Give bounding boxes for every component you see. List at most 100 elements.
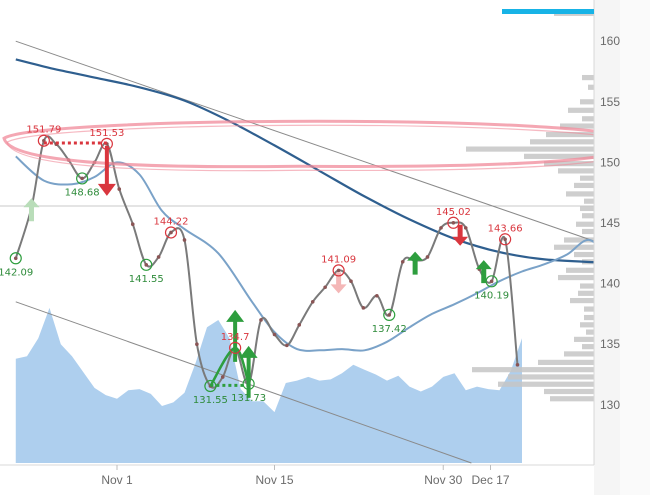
y-tick-label: 160 [600, 34, 620, 48]
volume-profile-bar [574, 336, 594, 342]
pivot-label: 131.55 [193, 395, 228, 406]
volume-profile-bar [582, 228, 594, 235]
volume-profile-bar [544, 388, 594, 395]
price-point [451, 220, 456, 225]
volume-profile-bar [508, 374, 594, 380]
buy-arrow [23, 198, 40, 222]
price-point [117, 187, 122, 191]
price-point [272, 332, 277, 337]
volume-profile-bar [570, 297, 594, 304]
volume-profile-bar [566, 191, 594, 197]
pivot-marker [242, 377, 255, 390]
pivot-label: 134.7 [221, 332, 250, 343]
volume-profile-layer [466, 10, 594, 402]
volume-profile-bar [582, 116, 594, 122]
price-point [425, 255, 430, 259]
pivot-marker [229, 341, 242, 354]
price-point [297, 323, 302, 327]
volume-profile-bar [578, 290, 594, 296]
volume-profile-bar [558, 168, 594, 174]
volume-profile-bar [538, 359, 594, 366]
sell-arrow [330, 272, 347, 294]
trendline [15, 40, 613, 248]
pivot-label: 137.42 [372, 324, 407, 335]
volume-profile-bar [564, 237, 594, 243]
pivot-marker [140, 258, 153, 271]
volume-profile-bar [558, 274, 594, 281]
pivot-label: 148.68 [65, 187, 100, 198]
pivot-label: 144.22 [154, 216, 189, 227]
price-point [515, 363, 520, 367]
volume-profile-bar [554, 244, 594, 250]
price-point [220, 375, 225, 379]
volume-area [15, 307, 522, 463]
price-point [463, 226, 468, 230]
pivot-label: 143.66 [488, 223, 523, 234]
volume-profile-bar [574, 182, 594, 189]
volume-profile-bar [582, 344, 594, 350]
price-series-layer [13, 135, 520, 389]
volume-profile-bar [574, 251, 594, 258]
price-point [387, 313, 392, 317]
volume-profile-bar [568, 107, 594, 113]
pivot-marker [9, 252, 22, 265]
volume-profile-bar [566, 267, 594, 273]
pivot-label: 145.02 [436, 207, 471, 218]
sell-arrow [97, 145, 116, 196]
pivot-label: 142.09 [0, 267, 33, 278]
annotation-layer: 151.79 151.53 148.68 141.55 144.22 131.55 134.… [0, 119, 644, 406]
price-point [439, 226, 443, 230]
pivot-marker [100, 137, 113, 150]
price-point [156, 255, 161, 259]
ma-short-line [15, 155, 613, 352]
volume-profile-bar [564, 351, 594, 357]
volume-profile-bar [550, 396, 594, 402]
y-tick-label: 155 [600, 95, 620, 109]
volume-area-layer [15, 307, 522, 463]
price-point [503, 237, 507, 242]
price-point [336, 268, 341, 273]
pivot-marker [204, 379, 217, 393]
volume-profile-bar [580, 283, 594, 289]
volume-profile-bar [586, 329, 594, 335]
volume-profile-bar [588, 84, 594, 90]
pivot-marker [76, 172, 89, 185]
volume-profile-bar [584, 314, 594, 321]
pivot-label: 131.73 [231, 393, 266, 404]
price-point [400, 260, 405, 264]
x-tick-label: Nov 30 [424, 473, 462, 487]
pivot-label: 141.55 [129, 274, 164, 285]
pivot-label: 141.09 [321, 254, 356, 265]
price-point [195, 342, 199, 347]
price-point [489, 279, 494, 284]
pivot-marker [485, 275, 498, 288]
price-point [182, 238, 187, 242]
price-point [349, 279, 353, 283]
volume-profile-bar [580, 322, 594, 328]
volume-profile-bar [466, 146, 594, 152]
volume-profile-bar [544, 161, 594, 167]
x-tick-label: Dec 17 [471, 473, 509, 487]
price-point [310, 299, 315, 304]
pivot-marker [383, 308, 396, 321]
accent-bar [502, 9, 594, 14]
buy-arrow [407, 251, 424, 275]
price-point [375, 293, 379, 298]
volume-profile-bar [584, 198, 594, 204]
volume-profile-bar [582, 213, 594, 219]
price-point [259, 318, 263, 322]
pivot-marker [447, 216, 460, 229]
volume-profile-bar [580, 175, 594, 181]
volume-profile-bar [560, 123, 594, 129]
volume-profile-bar [584, 306, 594, 312]
price-point [361, 306, 366, 310]
y-tick-label: 130 [600, 398, 620, 412]
y-tick-label: 150 [600, 155, 620, 169]
x-tick-label: Nov 15 [255, 473, 293, 487]
volume-profile-bar [524, 153, 594, 159]
pivot-label: 151.53 [89, 128, 124, 139]
price-point [285, 343, 289, 348]
